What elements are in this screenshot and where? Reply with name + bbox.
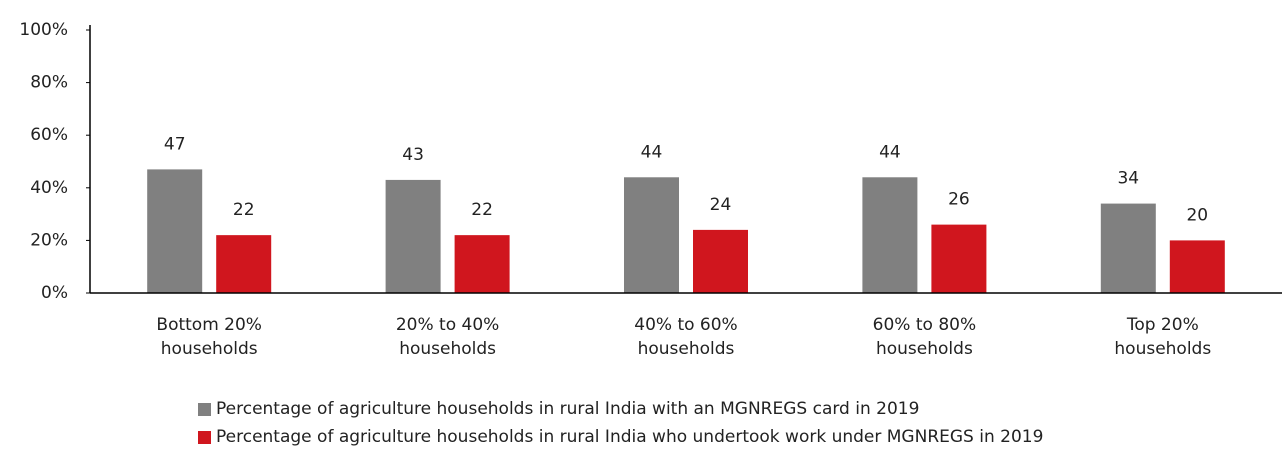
- y-tick-label: 80%: [30, 73, 68, 93]
- y-tick-label: 20%: [30, 230, 68, 250]
- data-label: 43: [402, 145, 424, 165]
- data-label: 22: [233, 200, 255, 220]
- x-tick-label: 60% to 80% households: [872, 315, 977, 359]
- data-label: 22: [471, 200, 493, 220]
- y-tick-label: 60%: [30, 125, 68, 145]
- data-label: 44: [879, 142, 901, 162]
- bar: [1100, 203, 1156, 293]
- legend-swatch: [198, 402, 211, 416]
- legend-label: Percentage of agriculture households in …: [216, 427, 1044, 447]
- legend-swatch: [198, 430, 211, 444]
- legend-item: Percentage of agriculture households in …: [198, 397, 919, 421]
- bar: [1169, 240, 1225, 293]
- data-label: 26: [948, 190, 970, 210]
- bar: [216, 235, 272, 293]
- data-label: 47: [164, 134, 186, 154]
- data-label: 34: [1117, 169, 1139, 189]
- legend-label: Percentage of agriculture households in …: [216, 399, 920, 419]
- bar: [385, 179, 441, 293]
- y-tick-label: 0%: [41, 283, 68, 303]
- bar: [624, 177, 679, 293]
- x-tick-label: 20% to 40% households: [395, 315, 500, 359]
- bar: [862, 177, 918, 293]
- x-tick-label: Top 20% households: [1114, 315, 1212, 359]
- y-tick-label: 40%: [30, 178, 68, 198]
- data-label: 44: [641, 142, 663, 162]
- bar: [147, 169, 203, 293]
- data-label: 24: [710, 195, 732, 215]
- x-tick-label: 40% to 60% households: [634, 315, 738, 359]
- x-tick-label: Bottom 20% households: [156, 315, 262, 359]
- data-label: 20: [1186, 205, 1208, 225]
- bar: [454, 235, 510, 293]
- bar: [693, 229, 748, 293]
- y-tick-label: 100%: [19, 20, 68, 40]
- legend-item: Percentage of agriculture households in …: [198, 425, 1043, 449]
- bar: [931, 224, 987, 293]
